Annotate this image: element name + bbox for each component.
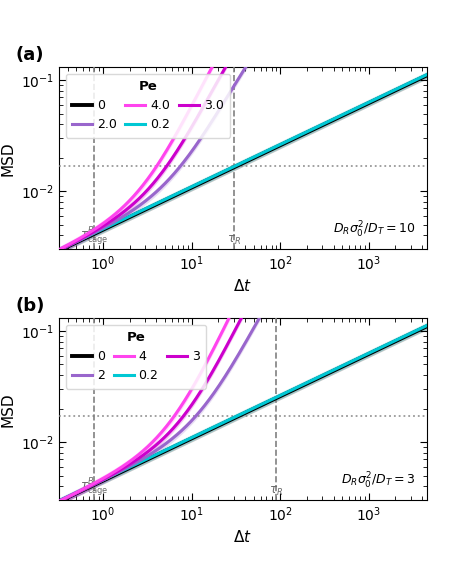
Text: $D_R\sigma_0^2/D_T = 3$: $D_R\sigma_0^2/D_T = 3$: [341, 471, 416, 491]
Text: $D_R\sigma_0^2/D_T = 10$: $D_R\sigma_0^2/D_T = 10$: [333, 220, 416, 240]
Y-axis label: MSD: MSD: [0, 392, 16, 427]
Legend: 0, 2.0, 4.0, 0.2, 3.0: 0, 2.0, 4.0, 0.2, 3.0: [65, 74, 230, 138]
X-axis label: $\Delta t$: $\Delta t$: [234, 529, 252, 545]
Text: (b): (b): [15, 297, 45, 315]
Text: $\tau^B_{\mathrm{cage}}$: $\tau^B_{\mathrm{cage}}$: [80, 476, 109, 498]
X-axis label: $\Delta t$: $\Delta t$: [234, 278, 252, 294]
Text: $\tau_R$: $\tau_R$: [269, 485, 283, 498]
Text: $\tau^B_{\mathrm{cage}}$: $\tau^B_{\mathrm{cage}}$: [80, 225, 109, 247]
Text: $\tau_R$: $\tau_R$: [227, 234, 241, 247]
Legend: 0, 2, 4, 0.2, 3: 0, 2, 4, 0.2, 3: [65, 325, 206, 388]
Text: (a): (a): [15, 46, 44, 64]
Y-axis label: MSD: MSD: [0, 141, 16, 176]
